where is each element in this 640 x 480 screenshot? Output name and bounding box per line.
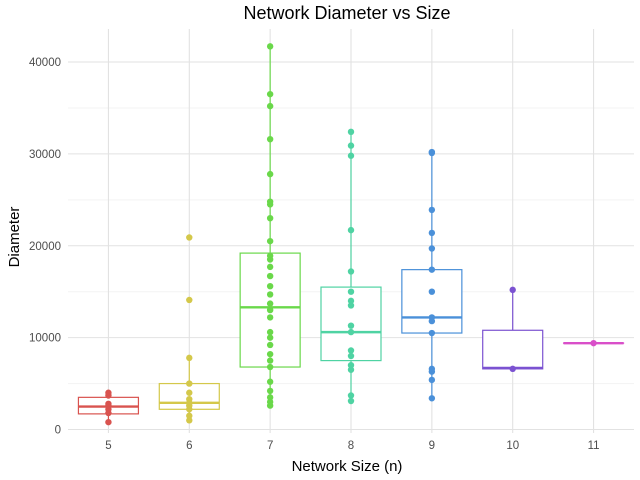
data-point [428,376,436,384]
x-tick-label: 8 [348,440,354,452]
data-point [509,286,516,294]
boxplot-9 [401,152,463,399]
y-tick-label: 30000 [29,149,61,161]
x-tick-label: 11 [588,440,600,452]
data-point [266,398,274,406]
y-tick-label: 20000 [29,241,61,253]
data-point [428,329,436,337]
data-point [266,252,274,260]
data-point [266,214,274,222]
data-point [186,417,193,424]
x-tick-label: 6 [186,440,192,452]
data-point [266,334,274,341]
data-point [428,229,436,237]
data-point [347,288,355,295]
data-point [590,339,597,347]
data-point [347,322,355,329]
data-point [428,148,436,156]
data-point [266,291,274,298]
y-tick-label: 10000 [29,333,61,345]
data-point [266,198,274,205]
data-point [266,170,274,178]
data-point [266,357,274,364]
data-point [266,341,274,349]
data-point [509,365,516,373]
data-point [266,263,274,271]
data-point [347,268,355,275]
data-point [428,206,436,214]
data-point [266,237,274,245]
data-point [266,282,274,290]
data-point [347,352,355,360]
data-point [105,389,112,396]
data-point [347,128,355,136]
data-point [186,354,193,362]
data-point [347,397,355,405]
data-point [347,152,355,159]
data-point [266,394,274,401]
data-point [186,412,193,419]
chart-title: Network Diameter vs Size [243,3,450,23]
data-point [186,380,193,387]
data-point [266,43,274,50]
data-point [186,389,193,396]
y-axis-title: Diameter [6,207,23,268]
data-point [266,306,274,314]
x-tick-label: 7 [267,440,273,452]
boxplot-8 [320,131,382,402]
data-point [266,378,274,385]
x-tick-labels: 5 6 7 8 9 10 11 [105,440,599,452]
data-point [347,347,355,354]
data-point [186,395,193,403]
data-point [266,102,274,110]
data-point [428,314,436,321]
data-point [266,314,274,321]
data-point [428,288,436,295]
data-points [105,43,597,426]
data-point [266,300,274,307]
data-point [266,387,274,395]
x-tick-label: 5 [105,440,111,452]
data-point [105,418,112,426]
data-point [266,350,274,358]
data-point [266,135,274,143]
y-tick-label: 40000 [29,57,61,69]
data-point [347,361,355,369]
data-point [266,272,274,280]
data-point [266,363,274,371]
data-point [347,142,355,149]
x-tick-label: 9 [429,440,435,452]
data-point [105,400,112,407]
data-point [428,365,436,373]
data-point [347,226,355,234]
data-point [428,245,436,252]
data-point [347,392,355,399]
data-point [266,328,274,336]
boxplots [77,46,625,423]
y-tick-labels: 0 10000 20000 30000 40000 [29,57,61,437]
data-point [186,296,193,304]
y-tick-label: 0 [55,425,61,437]
boxplot-10 [482,289,544,370]
data-point [266,90,274,98]
x-axis-title: Network Size (n) [292,458,403,475]
data-point [347,302,355,309]
data-point [186,234,193,241]
data-point [428,395,436,402]
box-iqr [482,329,544,370]
data-point [347,328,355,336]
data-point [347,297,355,305]
data-point [428,266,436,273]
data-point [347,366,355,373]
x-tick-label: 10 [506,440,519,452]
